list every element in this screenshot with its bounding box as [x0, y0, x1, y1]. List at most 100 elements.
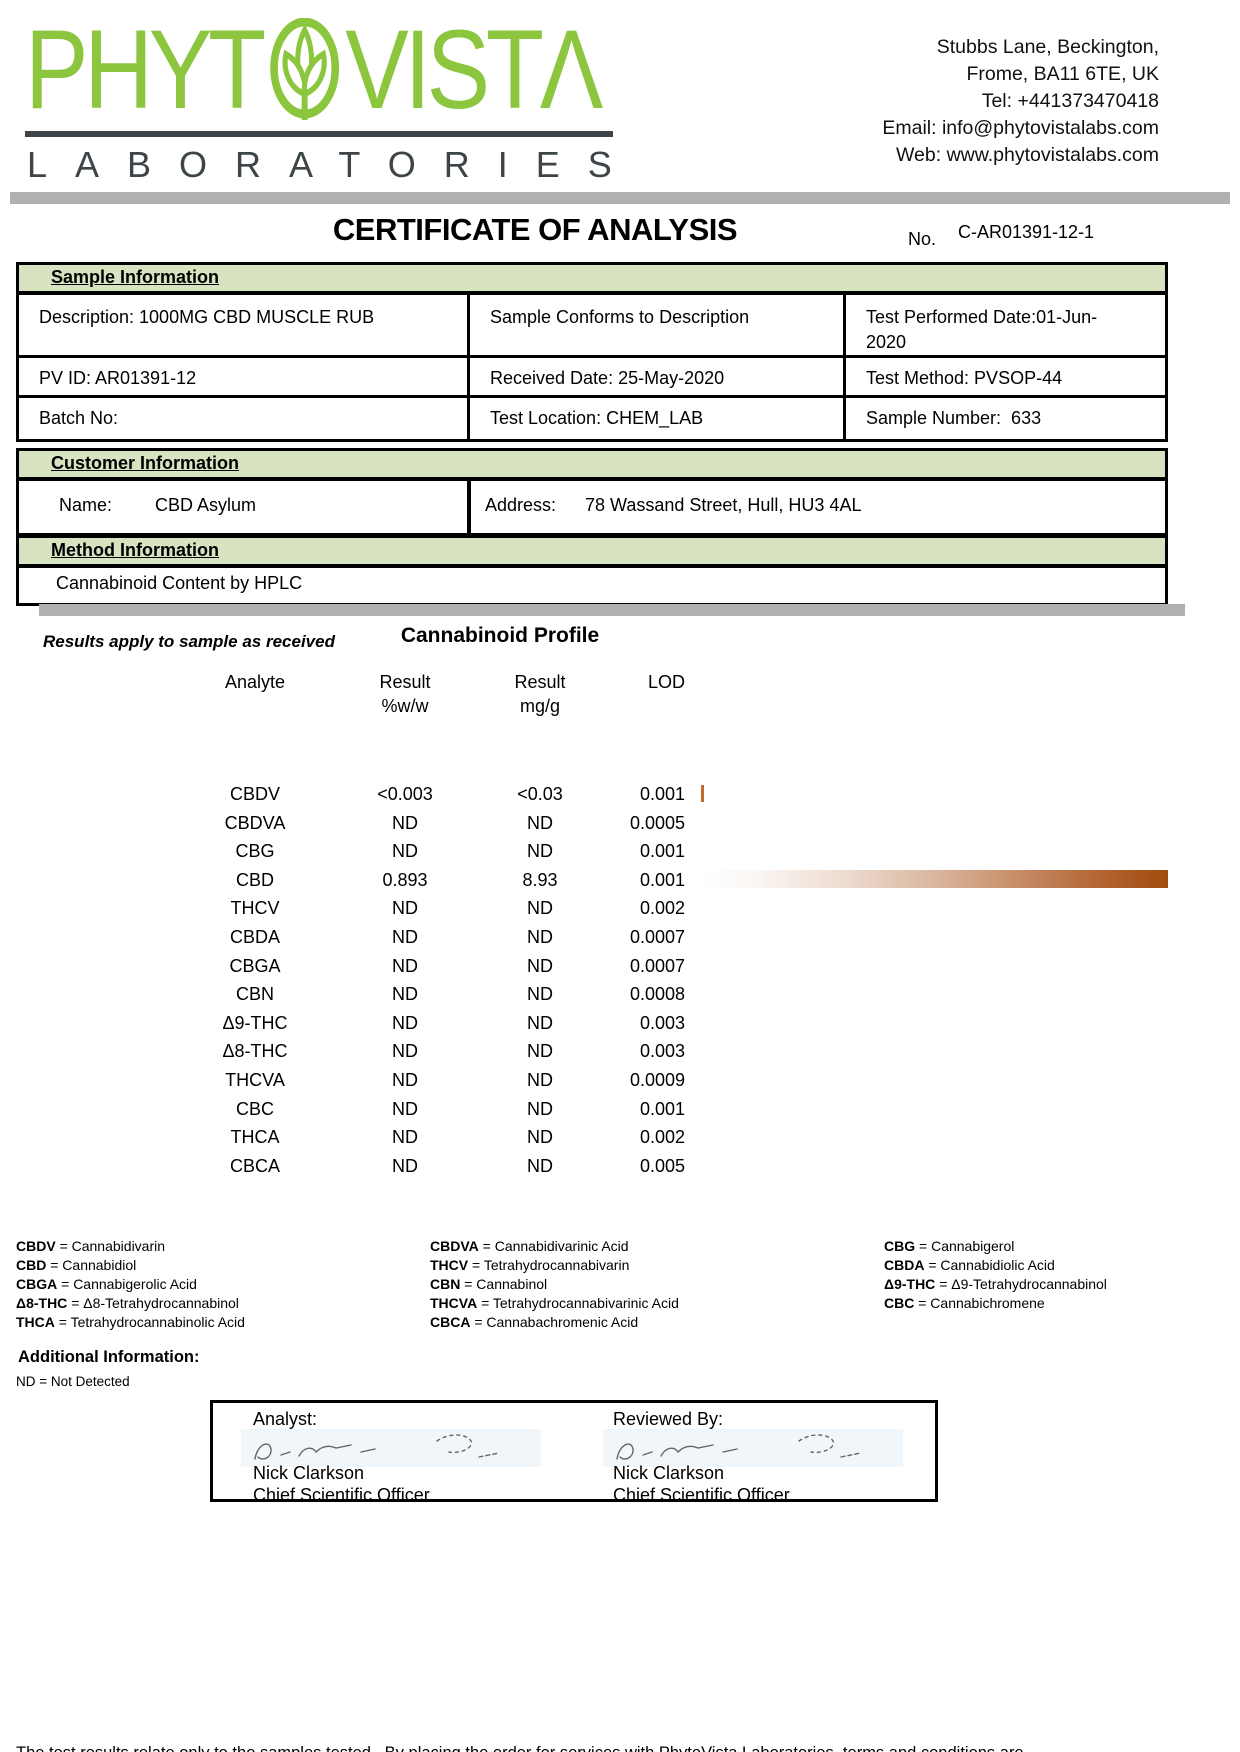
- result-pct-cell: ND: [392, 1098, 418, 1119]
- result-mgg-cell: ND: [527, 1155, 553, 1176]
- profile-row-thcv: THCV ND ND 0.002: [0, 894, 1240, 923]
- profile-row-cbdv: CBDV <0.003 <0.03 0.001: [0, 780, 1240, 809]
- result-mgg-cell: ND: [527, 812, 553, 833]
- cannabinoid-profile-title: Cannabinoid Profile: [400, 624, 600, 647]
- analyte-cell: CBN: [235, 984, 274, 1005]
- analyte-cell: THCVA: [225, 1069, 285, 1090]
- legend-item: CBC = Cannabichromene: [884, 1295, 1045, 1311]
- profile-row-cbda: CBDA ND ND 0.0007: [0, 923, 1240, 952]
- analyte-cell: CBDV: [229, 784, 280, 804]
- analyst-name: Nick Clarkson: [253, 1463, 365, 1483]
- header-divider-bar: [10, 192, 1230, 204]
- legend-item: Δ9-THC = Δ9-Tetrahydrocannabinol: [884, 1276, 1107, 1292]
- lod-cell: 0.0009: [629, 1069, 685, 1090]
- result-mgg-cell: 8.93: [522, 869, 558, 890]
- result-pct-cell: ND: [392, 926, 418, 947]
- description-cell: Description: 1000MG CBD MUSCLE RUB: [19, 295, 470, 358]
- sample-conforms-cell: Sample Conforms to Description: [470, 295, 846, 358]
- legend-item: CBCA = Cannabachromenic Acid: [430, 1314, 639, 1330]
- analyte-cell: CBD: [235, 869, 274, 890]
- legend-item: CBGA = Cannabigerolic Acid: [16, 1276, 197, 1292]
- reviewer-title: Chief Scientific Officer: [613, 1485, 790, 1505]
- analyte-cell: THCA: [230, 1127, 280, 1148]
- sample-information-heading: Sample Information: [19, 265, 1165, 295]
- logo-text-part3: Λ: [539, 7, 604, 132]
- analyst-title: Chief Scientific Officer: [253, 1485, 430, 1505]
- legend-item: THCA = Tetrahydrocannabinolic Acid: [16, 1314, 245, 1330]
- signature-box: Analyst: Reviewed By:: [210, 1400, 938, 1505]
- analyte-header: Analyte: [224, 672, 286, 692]
- result-pct-cell: ND: [392, 1012, 418, 1033]
- lod-cell: 0.0007: [629, 926, 685, 947]
- results-note: Results apply to sample as received: [43, 632, 335, 651]
- lod-cell: 0.001: [639, 869, 685, 890]
- result-pct-cell: ND: [392, 1155, 418, 1176]
- legend-item: THCV = Tetrahydrocannabivarin: [430, 1257, 630, 1273]
- sample-number-cell: Sample Number: 633: [866, 408, 1042, 428]
- disclaimer-footer: The test results relate only to the samp…: [16, 1688, 1024, 1752]
- method-information-section: Method Information Cannabinoid Content b…: [16, 535, 1168, 606]
- result-mgg-cell: ND: [527, 926, 553, 947]
- analyte-cell: CBDA: [229, 926, 280, 947]
- logo-divider-rule: [25, 131, 613, 137]
- result-pct-cell: 0.893: [382, 869, 428, 890]
- customer-information-heading: Customer Information: [19, 451, 1165, 481]
- customer-name-value: CBD Asylum: [155, 495, 257, 515]
- result-pct-cell: ND: [392, 1069, 418, 1090]
- cbdv-lod-tick-mark: [701, 785, 704, 802]
- test-location-cell: Test Location: CHEM_LAB: [470, 398, 846, 439]
- result-pct-cell: ND: [392, 955, 418, 976]
- lod-header: LOD: [647, 672, 685, 692]
- lod-cell: 0.002: [639, 1127, 685, 1148]
- result-pct-cell: ND: [392, 898, 418, 919]
- cbd-result-gradient-bar: [703, 869, 1168, 888]
- analyte-cell: CBCA: [229, 1155, 280, 1176]
- legend-column-1: CBDV = Cannabidivarin CBD = Cannabidiol …: [16, 1237, 245, 1332]
- analyte-cell: CBC: [235, 1098, 274, 1119]
- legend-item: CBDA = Cannabidiolic Acid: [884, 1257, 1055, 1273]
- result-mgg-unit: mg/g: [519, 696, 561, 716]
- lod-cell: 0.003: [639, 1041, 685, 1062]
- profile-row-cbc: CBC ND ND 0.001: [0, 1095, 1240, 1124]
- method-value: Cannabinoid Content by HPLC: [56, 573, 303, 593]
- lod-cell: 0.001: [639, 1098, 685, 1119]
- logo-wordmark: PHYT VIST Λ: [25, 14, 603, 142]
- method-information-heading: Method Information: [19, 538, 1165, 568]
- certificate-number-label: No.: [908, 229, 937, 249]
- contact-address-line1: Stubbs Lane, Beckington,: [936, 36, 1159, 58]
- profile-row-d9thc: Δ9-THC ND ND 0.003: [0, 1009, 1240, 1038]
- sample-information-section: Sample Information Description: 1000MG C…: [16, 262, 1168, 442]
- profile-row-thca: THCA ND ND 0.002: [0, 1123, 1240, 1152]
- analyte-cell: CBG: [235, 841, 275, 862]
- legend-item: THCVA = Tetrahydrocannabivarinic Acid: [430, 1295, 679, 1311]
- certificate-number: C-AR01391-12-1: [958, 222, 1095, 242]
- contact-address-line2: Frome, BA11 6TE, UK: [966, 63, 1159, 85]
- disclaimer-line-1: The test results relate only to the samp…: [16, 1740, 1024, 1752]
- lod-cell: 0.001: [639, 841, 685, 862]
- profile-row-cbdva: CBDVA ND ND 0.0005: [0, 809, 1240, 838]
- leaf-icon: [269, 17, 340, 142]
- profile-row-d8thc: Δ8-THC ND ND 0.003: [0, 1037, 1240, 1066]
- legend-item: CBN = Cannabinol: [430, 1276, 548, 1292]
- customer-column-divider: [467, 481, 471, 533]
- result-mgg-cell: ND: [527, 898, 553, 919]
- legend-column-3: CBG = Cannabigerol CBDA = Cannabidiolic …: [884, 1237, 1107, 1313]
- analyte-cell: CBGA: [229, 955, 281, 976]
- result-mgg-header: Result: [514, 672, 566, 692]
- lod-cell: 0.003: [639, 1012, 685, 1033]
- customer-information-row: Name: CBD Asylum Address: 78 Wassand Str…: [19, 481, 1165, 533]
- profile-divider-bar: [39, 604, 1185, 616]
- result-pct-unit: %w/w: [381, 696, 429, 716]
- customer-name-label: Name:: [59, 495, 113, 515]
- batch-no-cell: Batch No:: [19, 398, 470, 439]
- pv-id-cell: PV ID: AR01391-12: [19, 358, 470, 398]
- lab-contact-block: Stubbs Lane, Beckington, Frome, BA11 6TE…: [882, 34, 1159, 169]
- result-pct-cell: ND: [392, 841, 418, 862]
- result-mgg-cell: ND: [527, 1127, 553, 1148]
- test-performed-date-cell: Test Performed Date:01-Jun- 2020: [846, 295, 1165, 358]
- nd-not-detected-note: ND = Not Detected: [16, 1374, 130, 1389]
- profile-row-cbca: CBCA ND ND 0.005: [0, 1152, 1240, 1181]
- phytovista-logo: PHYT VIST Λ LABORATORIES: [25, 14, 665, 185]
- contact-website: Web: www.phytovistalabs.com: [896, 144, 1159, 166]
- cannabinoid-profile-table: CBDV <0.003 <0.03 0.001 CBDVA ND ND 0.00…: [0, 780, 1240, 1180]
